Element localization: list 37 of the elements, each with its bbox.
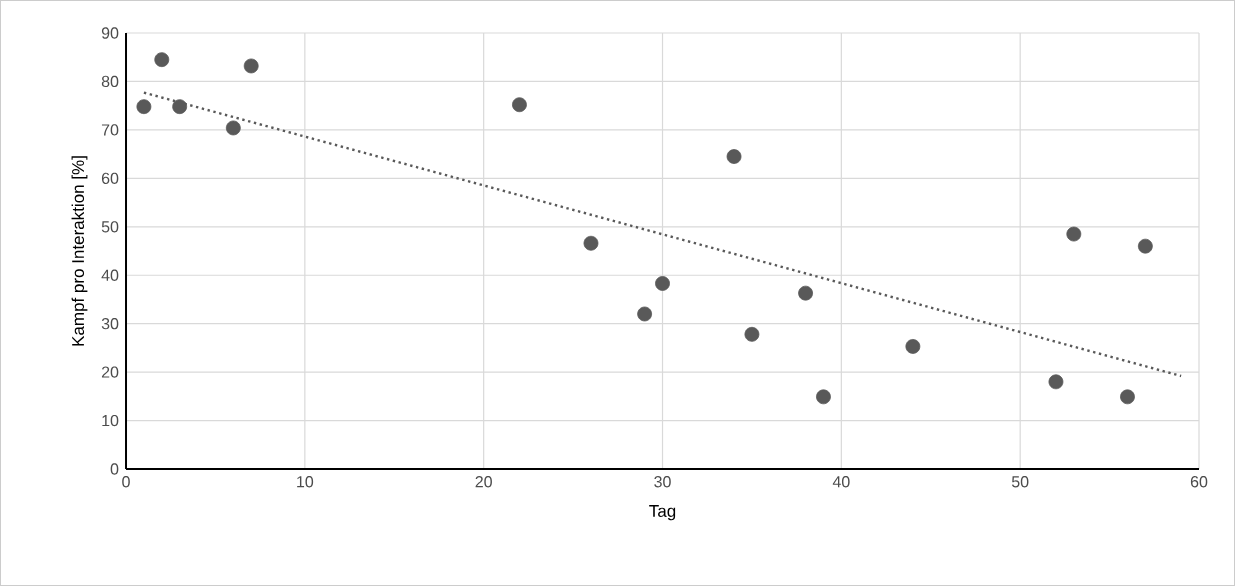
point — [136, 99, 152, 115]
point — [1137, 238, 1153, 254]
point — [637, 306, 653, 322]
point — [1120, 389, 1135, 405]
x-axis-title: Tag — [649, 505, 676, 521]
point — [1048, 374, 1064, 390]
y-tick-label: 90 — [101, 27, 119, 39]
point — [1066, 226, 1082, 242]
point — [798, 285, 813, 301]
point — [816, 389, 831, 405]
y-tick-label: 70 — [101, 124, 119, 136]
x-tick-label: 20 — [475, 476, 492, 488]
y-tick-label: 60 — [101, 172, 119, 185]
x-tick-label: 10 — [297, 476, 314, 488]
point — [905, 339, 921, 354]
point — [512, 97, 527, 113]
x-tick-label: 0 — [122, 476, 130, 488]
point — [225, 120, 241, 136]
y-axis-title: Kampf pro Interaktion [%] — [71, 156, 88, 346]
y-tick-label: 40 — [101, 269, 119, 281]
point — [172, 99, 188, 115]
point — [655, 276, 670, 291]
y-tick-label: 0 — [110, 463, 119, 475]
point — [243, 58, 259, 74]
x-tick-label: 40 — [832, 476, 850, 488]
x-tick-label: 50 — [1011, 476, 1029, 488]
point — [744, 326, 760, 342]
y-tick-label: 10 — [102, 414, 119, 427]
y-tick-label: 30 — [101, 318, 119, 330]
point — [726, 149, 742, 164]
point — [154, 52, 170, 68]
point — [583, 235, 599, 251]
y-tick-label: 20 — [101, 366, 119, 378]
x-tick-label: 30 — [654, 476, 671, 488]
y-tick-label: 50 — [101, 221, 119, 233]
x-tick-label: 60 — [1190, 476, 1208, 488]
y-tick-label: 80 — [101, 75, 119, 88]
